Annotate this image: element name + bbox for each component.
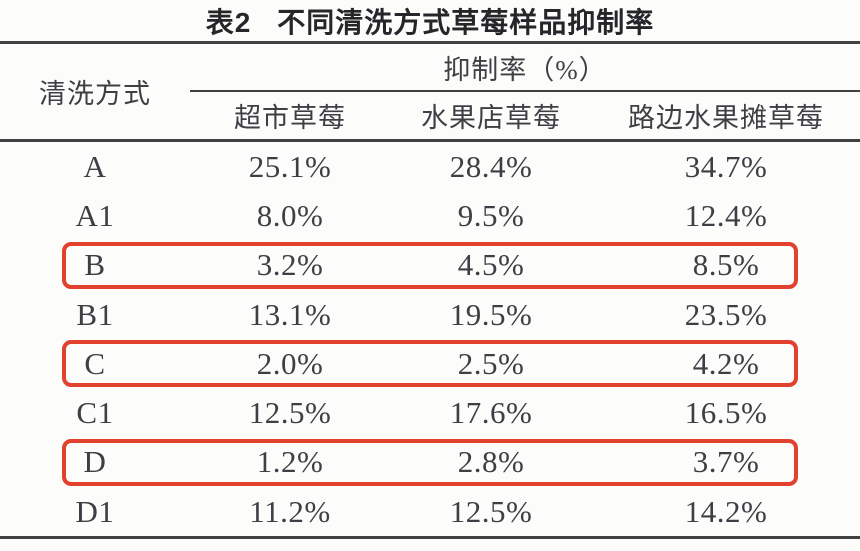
value-cell-supermarket: 2.0% [256, 345, 324, 381]
highlight-annotation-box [62, 340, 798, 388]
row-label-cell: D [83, 444, 107, 480]
value-cell-supermarket: 12.5% [248, 395, 332, 431]
table-row: D1 11.2% 12.5% 14.2% [0, 487, 860, 536]
highlight-annotation-box [62, 241, 798, 289]
value-cell-supermarket: 8.0% [256, 197, 324, 233]
table-title: 表2 不同清洗方式草莓样品抑制率 [0, 0, 860, 41]
row-label-cell: A1 [75, 197, 115, 233]
row-label-cell: C [84, 345, 106, 381]
value-cell-fruit-shop: 17.6% [449, 395, 533, 431]
value-cell-roadside-stand: 8.5% [692, 247, 760, 283]
table-row: A1 8.0% 9.5% 12.4% [0, 191, 860, 240]
value-cell-roadside-stand: 4.2% [692, 345, 760, 381]
value-cell-fruit-shop: 28.4% [449, 148, 533, 184]
value-cell-fruit-shop: 19.5% [449, 296, 533, 332]
column-header-fruit-shop: 水果店草莓 [421, 103, 561, 133]
value-cell-fruit-shop: 9.5% [457, 197, 525, 233]
value-cell-roadside-stand: 14.2% [684, 493, 768, 529]
column-group: 抑制率（%） 超市草莓 水果店草莓 路边水果摊草莓 [190, 44, 860, 139]
value-cell-roadside-stand: 12.4% [684, 197, 768, 233]
column-headers: 超市草莓 水果店草莓 路边水果摊草莓 [190, 92, 860, 139]
value-cell-fruit-shop: 4.5% [457, 247, 525, 283]
highlight-annotation-box [62, 438, 798, 487]
value-cell-roadside-stand: 3.7% [692, 444, 760, 480]
value-cell-supermarket: 3.2% [256, 247, 324, 283]
row-label-cell: D1 [75, 493, 115, 529]
value-cell-supermarket: 13.1% [248, 296, 332, 332]
value-cell-supermarket: 11.2% [249, 493, 331, 529]
value-cell-fruit-shop: 12.5% [449, 493, 533, 529]
table-body: A 25.1% 28.4% 34.7% A1 8.0% 9.5% 12.4% B… [0, 142, 860, 540]
value-cell-roadside-stand: 34.7% [684, 148, 768, 184]
value-cell-roadside-stand: 16.5% [684, 395, 768, 431]
value-cell-supermarket: 25.1% [248, 148, 332, 184]
table-title-number: 表2 [205, 6, 252, 38]
table-row: D 1.2% 2.8% 3.7% [0, 438, 860, 487]
table-row: B1 13.1% 19.5% 23.5% [0, 290, 860, 339]
table-row: A 25.1% 28.4% 34.7% [0, 142, 860, 191]
value-cell-fruit-shop: 2.8% [457, 444, 525, 480]
column-group-header: 抑制率（%） [190, 44, 860, 92]
table-row: B 3.2% 4.5% 8.5% [0, 241, 860, 290]
table-title-text: 不同清洗方式草莓样品抑制率 [277, 6, 655, 38]
value-cell-roadside-stand: 23.5% [684, 296, 768, 332]
row-label-cell: C1 [76, 395, 114, 431]
value-cell-supermarket: 1.2% [256, 444, 324, 480]
value-cell-fruit-shop: 2.5% [457, 345, 525, 381]
row-header-cell: 清洗方式 [39, 79, 151, 109]
table-header: 清洗方式 抑制率（%） 超市草莓 水果店草莓 路边水果摊草莓 [0, 44, 860, 142]
data-table: 清洗方式 抑制率（%） 超市草莓 水果店草莓 路边水果摊草莓 A 25.1% 2… [0, 41, 860, 540]
column-header-supermarket: 超市草莓 [234, 103, 346, 133]
row-label-cell: B1 [76, 296, 114, 332]
table-row: C 2.0% 2.5% 4.2% [0, 339, 860, 388]
row-label-cell: B [84, 247, 106, 283]
table-row: C1 12.5% 17.6% 16.5% [0, 388, 860, 437]
row-label-cell: A [83, 148, 107, 184]
column-header-roadside-stand: 路边水果摊草莓 [628, 103, 824, 133]
